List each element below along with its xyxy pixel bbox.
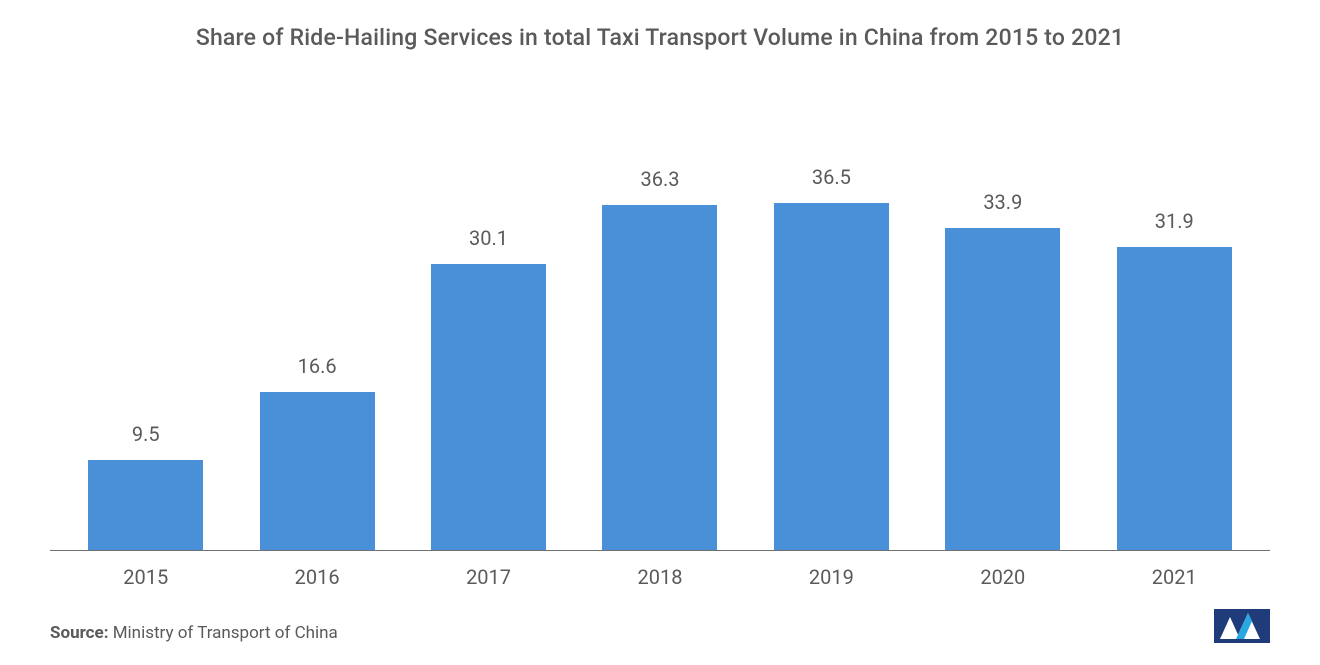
source-label: Source:: [50, 623, 108, 643]
bar-value-label: 33.9: [983, 190, 1022, 214]
bar-value-label: 36.3: [640, 167, 679, 191]
bar-group: 33.9: [917, 121, 1088, 550]
mordor-logo-icon: [1214, 609, 1270, 643]
bar-value-label: 31.9: [1155, 209, 1194, 233]
bar: [260, 392, 375, 550]
x-axis-tick: 2016: [231, 565, 402, 589]
x-axis-tick: 2021: [1089, 565, 1260, 589]
bar: [774, 203, 889, 550]
x-axis-tick: 2017: [403, 565, 574, 589]
x-axis-tick: 2018: [574, 565, 745, 589]
x-axis-tick: 2020: [917, 565, 1088, 589]
bar-value-label: 9.5: [132, 422, 160, 446]
bar: [431, 264, 546, 550]
chart-container: Share of Ride-Hailing Services in total …: [0, 0, 1320, 665]
bar: [602, 205, 717, 550]
bar: [1117, 247, 1232, 550]
bar-value-label: 36.5: [812, 165, 851, 189]
x-axis-tick: 2015: [60, 565, 231, 589]
bar-value-label: 16.6: [298, 354, 337, 378]
bar: [88, 460, 203, 550]
bar: [945, 228, 1060, 550]
bar-group: 36.3: [574, 121, 745, 550]
bar-group: 9.5: [60, 121, 231, 550]
bar-group: 16.6: [231, 121, 402, 550]
bar-group: 36.5: [746, 121, 917, 550]
source-line: Source: Ministry of Transport of China: [50, 623, 338, 643]
source-text: Ministry of Transport of China: [108, 623, 337, 643]
chart-footer: Source: Ministry of Transport of China: [50, 609, 1270, 643]
chart-title: Share of Ride-Hailing Services in total …: [50, 24, 1270, 51]
x-axis: 2015201620172018201920202021: [50, 551, 1270, 589]
bar-value-label: 30.1: [469, 226, 508, 250]
bar-group: 30.1: [403, 121, 574, 550]
bar-group: 31.9: [1089, 121, 1260, 550]
plot-area: 9.5 16.6 30.1 36.3 36.5 33.9 31.9: [50, 121, 1270, 551]
x-axis-tick: 2019: [746, 565, 917, 589]
